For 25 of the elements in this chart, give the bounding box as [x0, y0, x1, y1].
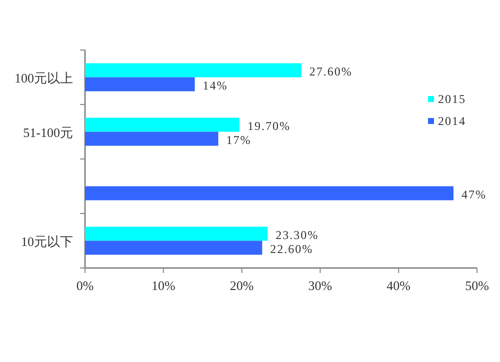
y-tick-label: 51-100元 — [23, 124, 73, 140]
y-tick-label: 100元以上 — [14, 70, 73, 86]
x-tick-label: 40% — [386, 278, 411, 293]
bar — [85, 240, 262, 255]
data-label: 17% — [226, 132, 252, 147]
bar — [85, 226, 268, 241]
bar — [85, 63, 302, 78]
x-tick-label: 30% — [308, 278, 332, 293]
data-label: 22.60% — [270, 242, 314, 256]
legend-label: 2014 — [438, 114, 466, 128]
data-label: 47% — [461, 187, 486, 202]
bar — [85, 186, 454, 200]
data-label: 19.70% — [247, 118, 290, 133]
legend-label: 2015 — [438, 92, 466, 106]
data-label: 14% — [202, 78, 228, 92]
data-label: 27.60% — [309, 64, 352, 78]
bar — [85, 118, 240, 132]
x-tick-label: 20% — [230, 278, 254, 293]
data-label: 23.30% — [276, 228, 319, 242]
x-tick-label: 50% — [465, 278, 490, 293]
x-tick-label: 0% — [76, 278, 94, 293]
bar — [85, 77, 195, 92]
bar — [85, 132, 218, 146]
y-tick-label: 10元以下 — [21, 234, 73, 249]
x-tick-label: 10% — [151, 278, 176, 293]
